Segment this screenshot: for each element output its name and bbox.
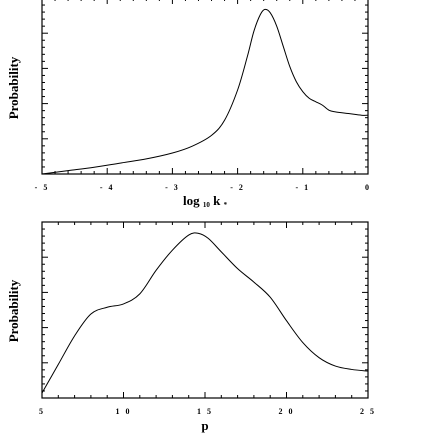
top-probability-curve xyxy=(41,8,369,175)
top-x-tick-label: - 4 xyxy=(100,183,115,192)
bottom-x-tick-label: 2 0 xyxy=(279,407,295,416)
bottom-x-tick-label: 1 5 xyxy=(197,407,213,416)
top-x-tick-label: 0 xyxy=(365,183,371,192)
top-x-tick-label: - 3 xyxy=(165,183,180,192)
bottom-y-axis-label: Probability xyxy=(6,279,21,342)
bottom-x-tick-label: 2 5 xyxy=(360,407,376,416)
top-x-axis-label: log 10 k * xyxy=(183,193,228,210)
bottom-ticks xyxy=(41,221,369,399)
top-x-tick-label: - 2 xyxy=(230,183,245,192)
top-x-label-sub: 10 xyxy=(203,201,211,209)
top-y-axis-label: Probability xyxy=(6,56,21,119)
bottom-x-axis-label: p xyxy=(201,418,208,433)
top-x-label-k: k xyxy=(213,193,221,208)
top-tick-labels: - 5 - 4 - 3 - 2 - 1 0 xyxy=(35,183,371,192)
top-x-tick-label: - 5 xyxy=(35,183,50,192)
top-x-label-star: * xyxy=(224,201,228,209)
top-ticks xyxy=(41,0,369,175)
bottom-tick-labels: 5 1 0 1 5 2 0 2 5 xyxy=(39,407,376,416)
top-plot-frame xyxy=(41,0,369,175)
bottom-x-tick-label: 1 0 xyxy=(116,407,132,416)
bottom-x-tick-label: 5 xyxy=(39,407,45,416)
top-chart: - 5 - 4 - 3 - 2 - 1 0 Probability log 10 k * xyxy=(6,0,371,210)
bottom-probability-curve xyxy=(41,232,369,394)
bottom-chart: 5 1 0 1 5 2 0 2 5 Probability p xyxy=(6,221,376,433)
bottom-plot-frame xyxy=(41,221,369,399)
top-x-tick-label: - 1 xyxy=(295,183,310,192)
top-x-label-log: log xyxy=(183,193,200,208)
